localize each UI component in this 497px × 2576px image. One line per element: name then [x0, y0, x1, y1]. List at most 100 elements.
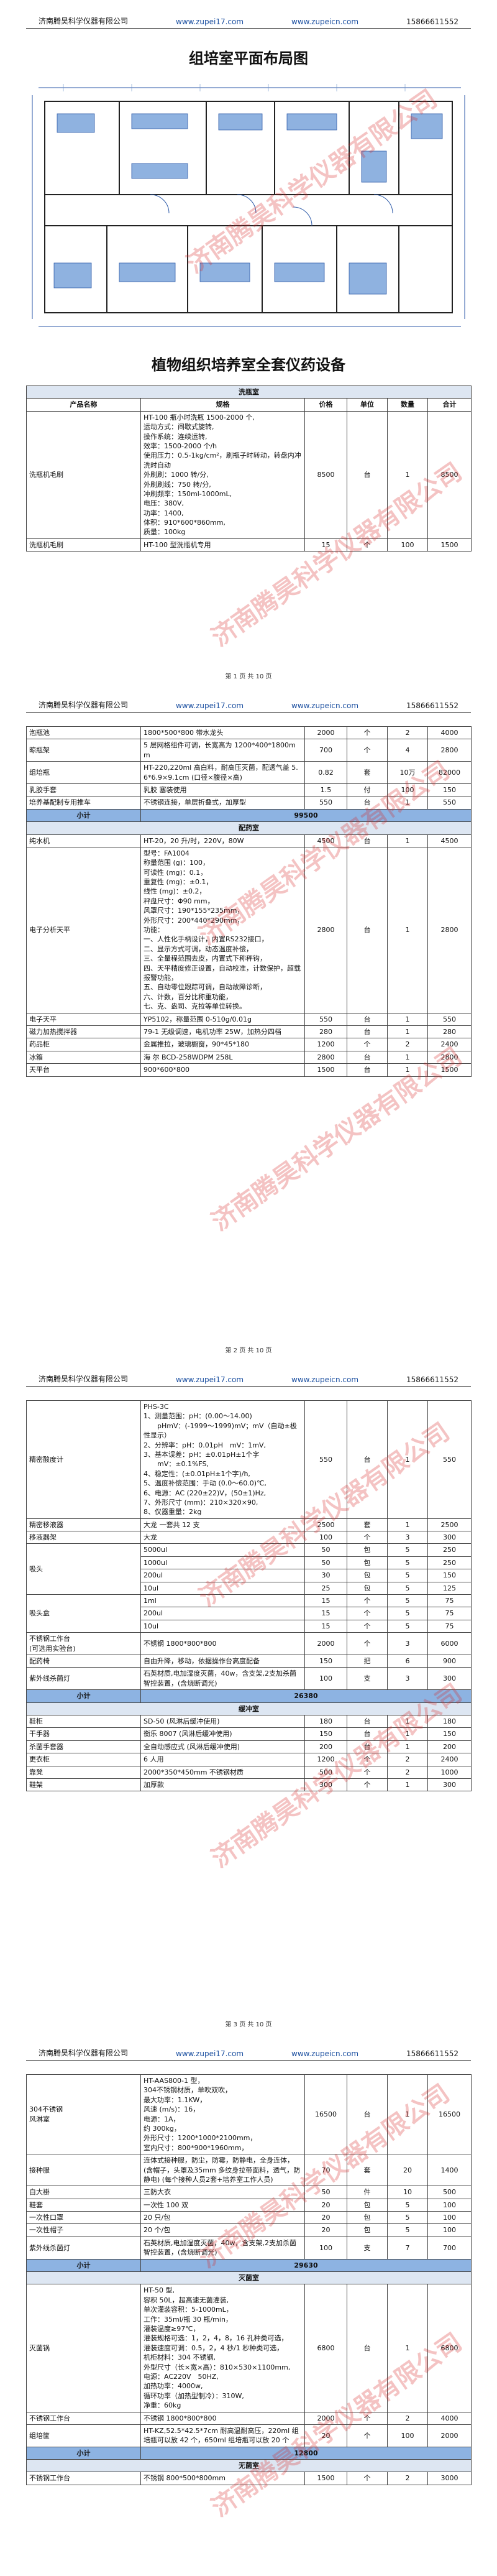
product-name: 接种服 — [26, 2154, 141, 2187]
equipment-table: 洗瓶室 产品名称 规格 价格 单位 数量 合计 洗瓶机毛刷 HT-100 瓶小时洗瓶 1500-… — [26, 385, 472, 552]
cell-total: 75 — [427, 1619, 472, 1633]
cell-qty: 3 — [387, 1632, 428, 1655]
product-name: 电子分析天平 — [26, 846, 141, 1013]
cell-total: 100 — [427, 2211, 472, 2225]
subtotal-total: 99500 — [140, 808, 472, 823]
cell-qty: 1 — [387, 1714, 428, 1729]
cell-unit: 个 — [347, 1531, 388, 1544]
cell-spec: 200ul — [140, 1607, 305, 1620]
cell-spec: 不锈钢 800*500*800mm — [140, 2472, 305, 2485]
cell-total: 2400 — [427, 1038, 472, 1051]
cell-unit: 台 — [347, 1063, 388, 1077]
company: 济南腾昊科学仪器有限公司 — [39, 17, 129, 25]
cell-unit: 件 — [347, 2186, 388, 2199]
cell-total: 550 — [427, 796, 472, 810]
item-row: 吸头盒 1ml 15 个 5 75 — [26, 1594, 472, 1633]
subtotal-total: 26380 — [140, 1689, 472, 1703]
cell-qty: 2 — [387, 726, 428, 740]
cell-spec: 型号：FA1004 称量范围 (g)：100， 可读性 (mg)：0.1， 重复… — [140, 846, 305, 1013]
product-name: 更衣柜 — [26, 1753, 141, 1766]
product-name: 灭菌锅 — [26, 2284, 141, 2412]
cell-price: 70 — [304, 2154, 347, 2187]
equipment-title: 植物组织培养室全套仪药设备 — [152, 356, 345, 374]
page-header: 济南腾昊科学仪器有限公司 www.zupei17.com www.zupeicn… — [26, 1363, 471, 1387]
cell-price: 30 — [304, 1569, 347, 1582]
cell-spec: 大龙 一套共 12 支 — [140, 1518, 305, 1532]
product-name: 磁力加热搅拌器 — [26, 1025, 141, 1039]
section-title: 配药室 — [26, 821, 472, 835]
cell-unit: 台 — [347, 834, 388, 847]
cell-price: 300 — [304, 1778, 347, 1792]
item-row: 不锈钢工作台 不锈钢 800*500*800mm 1500 个 2 3000 — [26, 2472, 472, 2485]
item-row: 10ul 15 个 5 75 — [27, 1619, 472, 1633]
cell-total: 6000 — [427, 1632, 472, 1655]
cell-spec: 5 层网格组件可调，长宽高为 1200*400*1800mm — [140, 739, 305, 762]
cell-spec: 6 人用 — [140, 1753, 305, 1766]
cell-total: 280 — [427, 1025, 472, 1039]
cell-price: 50 — [304, 1556, 347, 1570]
subtotal-total: 12800 — [140, 2446, 472, 2460]
cell-total: 4500 — [427, 834, 472, 847]
cell-unit: 台 — [347, 1025, 388, 1039]
cell-qty: 2 — [387, 2411, 428, 2425]
cell-unit: 包 — [347, 2211, 388, 2225]
product-name: 乳胶手套 — [26, 783, 141, 797]
cell-qty: 5 — [387, 2211, 428, 2225]
cell-price: 0.82 — [304, 761, 347, 784]
product-name: 鞋套 — [26, 2198, 141, 2212]
product-name: 紫外线杀菌灯 — [26, 2236, 141, 2260]
product-name: 一次性帽子 — [26, 2223, 141, 2237]
item-row: 吸头 5000ul 50 包 5 250 — [26, 1543, 472, 1595]
item-row: 不锈钢工作台 不锈钢 1800*800*800 2000 个 2 4000 — [26, 2411, 472, 2425]
cell-price: 150 — [304, 1654, 347, 1668]
cell-spec: 900*600*800 — [140, 1063, 305, 1077]
cell-unit: 个 — [347, 2411, 388, 2425]
cell-qty: 1 — [387, 2284, 428, 2412]
cell-unit: 支 — [347, 1667, 388, 1691]
product-name: 配药椅 — [26, 1654, 141, 1668]
cell-price: 50 — [304, 2186, 347, 2199]
section-row: 灭菌室 — [26, 2271, 472, 2285]
cell-total: 75 — [427, 1607, 472, 1620]
cell-total: 8500 — [427, 410, 472, 539]
subtotal-row: 小计 12800 — [26, 2446, 472, 2460]
item-row: 洗瓶机毛刷 HT-100 瓶小时洗瓶 1500-2000 个, 运动方式：间歇式旋… — [26, 410, 472, 539]
page-footer: 第 3 页 共 10 页 — [225, 2021, 272, 2028]
cell-qty: 10万 — [387, 761, 428, 784]
cell-total: 2800 — [427, 739, 472, 762]
cell-total: 250 — [427, 1543, 472, 1557]
page-footer: 第 2 页 共 10 页 — [225, 1347, 272, 1354]
cell-total: 200 — [427, 1740, 472, 1754]
cell-unit: 套 — [347, 761, 388, 784]
url: www.zupeicn.com — [291, 17, 359, 26]
cell-total: 150 — [427, 1569, 472, 1582]
item-row: 鞋架 加厚款 300 个 1 300 — [26, 1778, 472, 1792]
column-header: 规格 — [140, 398, 305, 412]
subtotal-total: 29630 — [140, 2258, 472, 2273]
cell-price: 550 — [304, 1012, 347, 1026]
cell-price: 15 — [304, 1607, 347, 1620]
cell-spec: 不锈钢连接，单层折叠式，加厚型 — [140, 796, 305, 810]
cell-total: 900 — [427, 1654, 472, 1668]
column-header: 数量 — [387, 398, 428, 412]
cell-total: 700 — [427, 2236, 472, 2260]
product-name: 组培筐 — [26, 2424, 141, 2447]
cell-qty: 6 — [387, 1654, 428, 1668]
page-header: 济南腾昊科学仪器有限公司 www.zupei17.com www.zupeicn… — [26, 2037, 471, 2061]
cell-price: 25 — [304, 1581, 347, 1595]
cell-spec: 海 尔 BCD-258WDPM 258L — [140, 1050, 305, 1064]
item-row: 1000ul 50 包 5 250 — [27, 1556, 472, 1570]
cell-spec: HT-100 型洗瓶机专用 — [140, 538, 305, 552]
cell-price: 2500 — [304, 1518, 347, 1532]
cell-price: 1.5 — [304, 783, 347, 797]
equipment-table: 304不锈钢 风淋室 HT-AAS800-1 型， 304不锈钢材质，单吹双吹， … — [26, 2074, 472, 2485]
cell-unit: 台 — [347, 1012, 388, 1026]
page: 济南腾昊科学仪器有限公司 www.zupei17.com www.zupeicn… — [0, 0, 497, 684]
cell-total: 180 — [427, 1714, 472, 1729]
section-title: 灭菌室 — [26, 2271, 472, 2285]
cell-price: 150 — [304, 1727, 347, 1741]
cell-unit: 支 — [347, 2236, 388, 2260]
item-row: 灭菌锅 HT-50 型, 容积 50L，超高速无菌灌装, 单次灌装容积：5-100… — [26, 2284, 472, 2412]
product-name: 电子天平 — [26, 1012, 141, 1026]
